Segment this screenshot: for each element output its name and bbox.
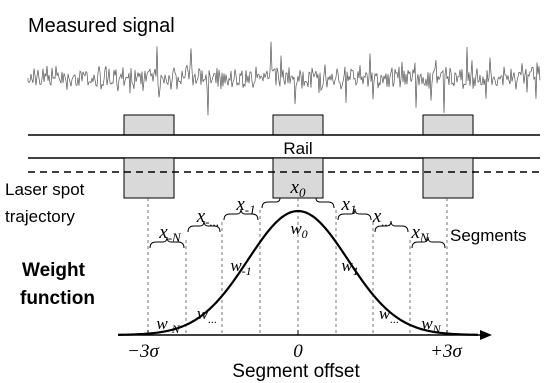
function-label: function: [20, 288, 95, 309]
laser-spot-box-left: [123, 157, 175, 199]
segment-label-x-dots-left: x-...: [196, 206, 220, 229]
weight-label-w-dots-right: w...: [379, 304, 399, 326]
tick-label-minus-3-sigma: −3σ: [127, 341, 159, 362]
weight-label-w-dots-left: w...: [197, 304, 217, 326]
segment-label-x0: x0: [290, 177, 306, 200]
tick-label-zero: 0: [293, 341, 303, 362]
weight-label-w1: w1: [341, 256, 358, 278]
laser-spot-box-center: [272, 157, 324, 199]
weight-label-w-N-right: wN: [421, 314, 441, 336]
laser-spot-box-top-center: [272, 114, 324, 136]
segments-label: Segments: [450, 226, 527, 245]
rail-label: Rail: [283, 139, 312, 158]
weight-label-w-1: w-1: [230, 256, 251, 278]
tick-label-plus-3-sigma: +3σ: [430, 341, 462, 362]
weight-label-w-N-left: w-N: [156, 314, 180, 336]
segment-label-x-N-left: x-N: [158, 222, 182, 245]
measured-signal-label: Measured signal: [28, 15, 175, 37]
measured-signal-trace: [27, 41, 541, 116]
laser-spot-box-right: [422, 157, 474, 199]
segment-guide-lines: [147, 198, 448, 335]
laser-spot-box-top-right: [422, 114, 474, 136]
segment-label-x-1: x-1: [235, 194, 255, 217]
laser-spot-label: Laser spot: [5, 180, 85, 199]
segment-label-x-dots-right: x...: [372, 206, 391, 229]
weight-label: Weight: [22, 260, 86, 281]
segment-label-x-N-right: xN: [410, 222, 429, 245]
x-axis-arrow-icon: [480, 330, 492, 340]
trajectory-label: trajectory: [5, 207, 75, 226]
segment-braces: [149, 197, 446, 249]
segment-label-x1: x1: [341, 194, 357, 217]
weight-function-curve: [117, 209, 479, 336]
weight-label-w0: w0: [290, 219, 307, 241]
laser-spot-box-top-left: [123, 114, 175, 136]
x-axis-title: Segment offset: [232, 361, 360, 382]
